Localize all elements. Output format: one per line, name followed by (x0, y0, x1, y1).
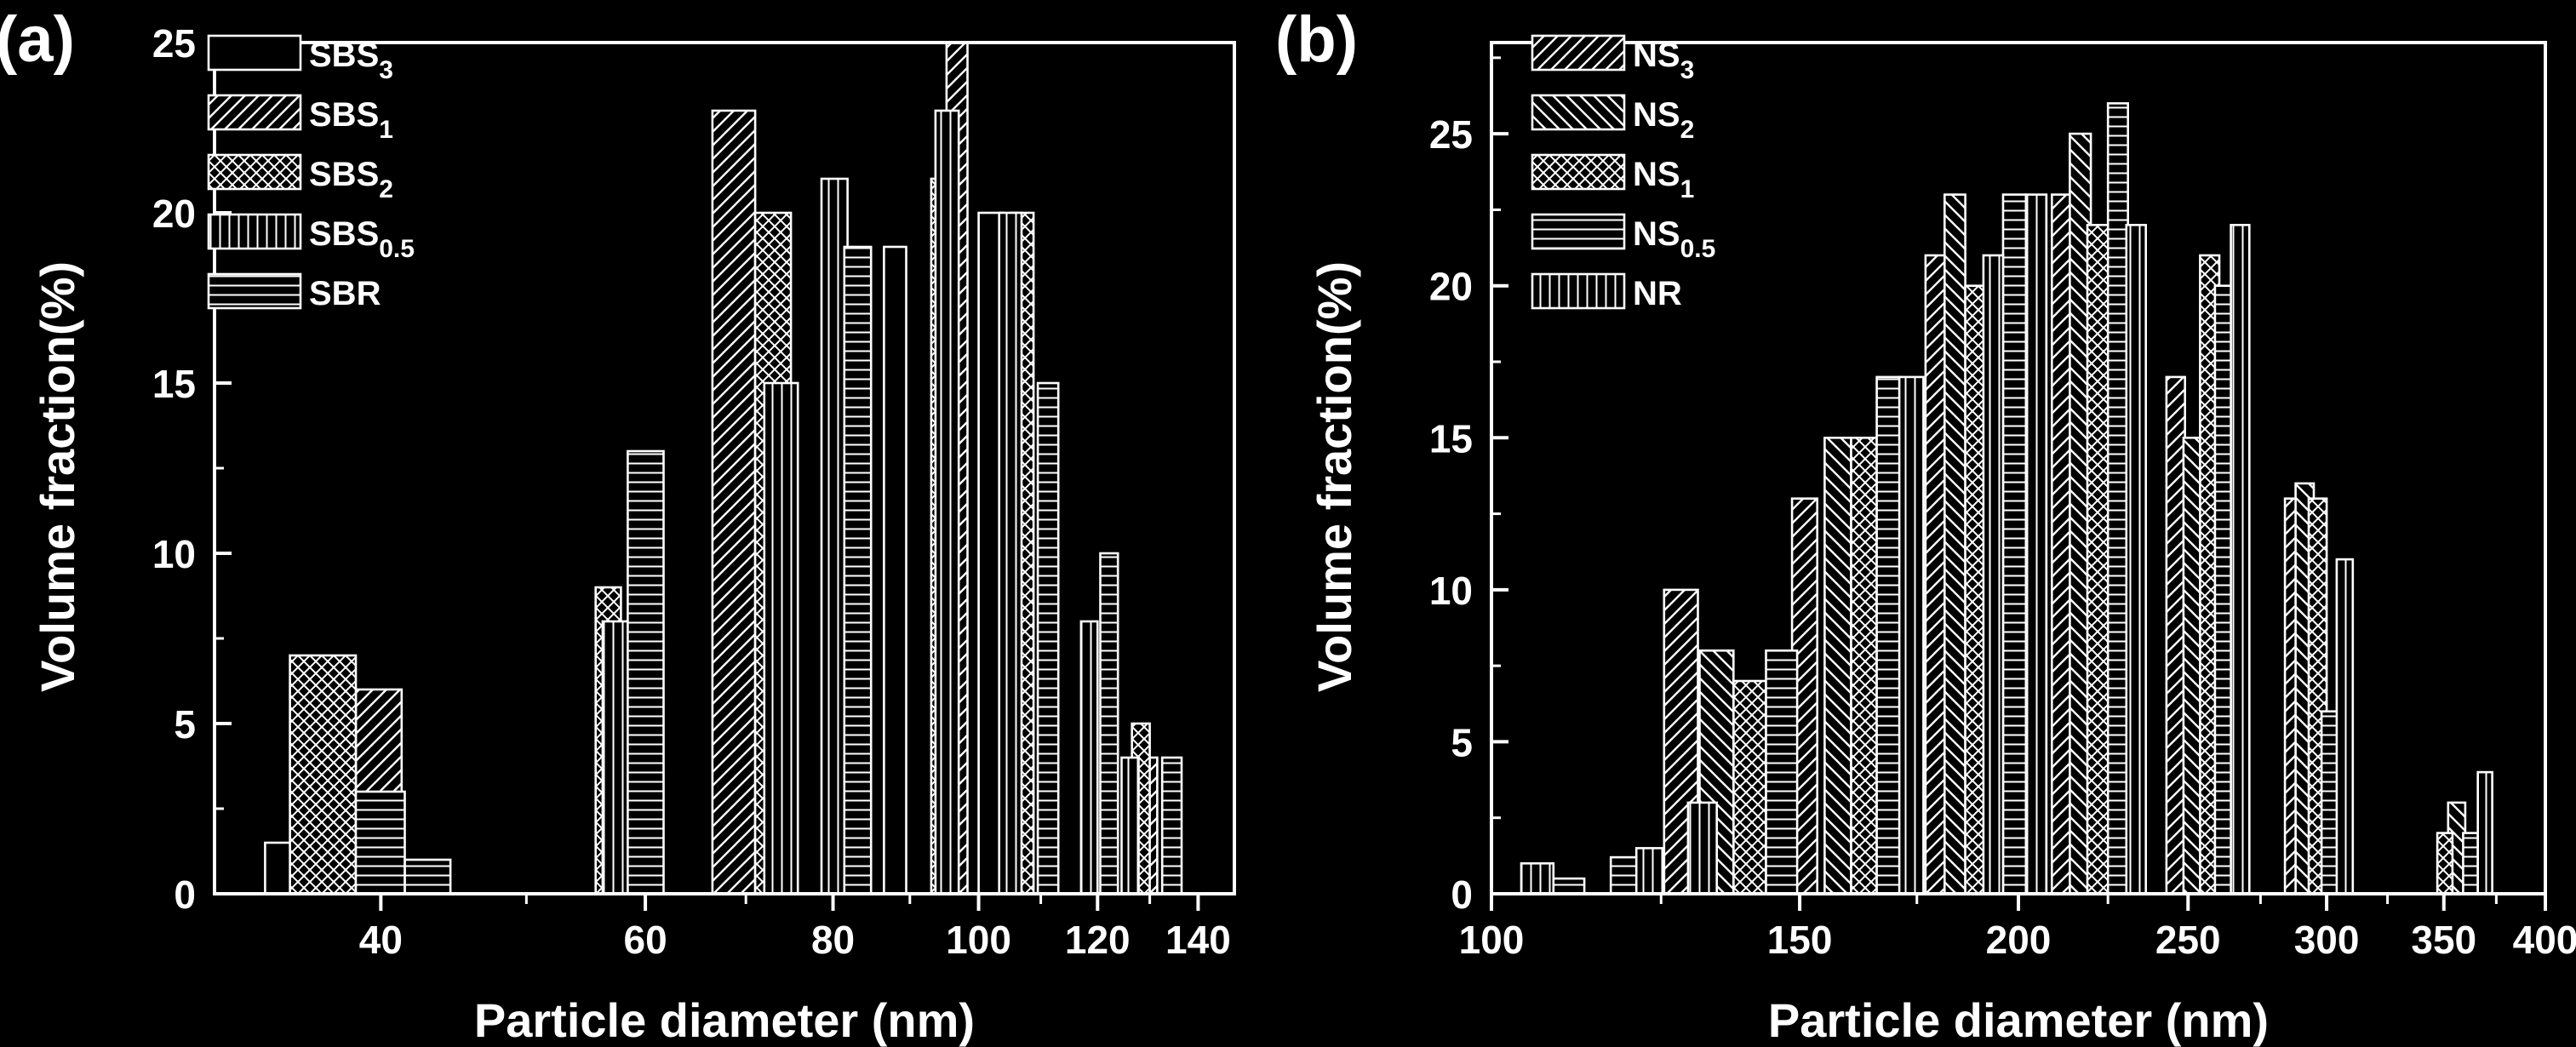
legend-swatch (207, 213, 302, 250)
x-tick-label: 120 (1065, 918, 1131, 962)
legend-entry: NS1 (1633, 156, 1694, 203)
x-tick-label: 250 (2155, 918, 2221, 962)
bar-sbs0_5-5 (1079, 620, 1099, 895)
x-tick-label: 140 (1165, 918, 1231, 962)
bar-ns3-2 (1924, 254, 1949, 895)
bar-nr-4 (1982, 254, 2005, 895)
panel-b: 0 5 10 15 20 25 100 150 200 250 300 350 400 Particle … (1275, 3, 2576, 1047)
y-axis-label: Volume fraction(%) (1308, 261, 1361, 692)
panel-label: (b) (1275, 3, 1358, 76)
x-axis-label: Particle diameter (nm) (474, 993, 975, 1047)
y-tick-label: 0 (1451, 872, 1473, 917)
bar-ns1-0 (1732, 679, 1767, 895)
legend-swatch (207, 153, 302, 191)
legend-entry: SBS2 (309, 156, 393, 203)
legend-swatch (207, 34, 302, 72)
y-tick-label: 5 (174, 702, 196, 747)
legend: NS3 NS2 NS1 NS0.5 NR (1531, 34, 1715, 312)
bar-sbr-4 (1036, 381, 1060, 895)
bar-sbs3-1 (883, 245, 907, 895)
legend-entry: NS3 (1633, 37, 1694, 84)
x-tick-label: 300 (2294, 918, 2360, 962)
legend-entry: NS2 (1633, 96, 1694, 144)
bar-nr-1 (1634, 847, 1666, 895)
legend-swatch (207, 272, 302, 310)
bar-sbs0_5-6 (1120, 756, 1140, 895)
legend-swatch (1531, 94, 1626, 131)
bar-ns0_5-5 (2106, 102, 2129, 895)
bars-group (264, 41, 1183, 895)
legend-entry: SBS3 (309, 37, 393, 84)
bar-nr-8 (2335, 558, 2355, 895)
legend-swatch (1531, 213, 1626, 250)
y-tick-label: 15 (1429, 416, 1473, 461)
x-tick-label: 400 (2513, 918, 2576, 962)
bar-ns0_5-7 (2320, 710, 2339, 895)
x-axis-label: Particle diameter (nm) (1768, 993, 2269, 1047)
bar-sbr-1 (404, 858, 452, 895)
x-tick-label: 100 (946, 918, 1011, 962)
y-tick-label: 25 (1429, 112, 1473, 157)
y-tick-label: 10 (152, 532, 196, 576)
bar-ns0_5-0 (1548, 877, 1586, 895)
bar-sbr-6 (1160, 756, 1183, 895)
panel-a: 0 5 10 15 20 25 40 60 80 100 120 140 Particle diamet… (0, 3, 1236, 1047)
bar-sbs0_5-3 (934, 109, 960, 895)
y-tick-label: 20 (152, 192, 196, 236)
y-tick-label: 5 (1451, 720, 1473, 764)
bar-sbr-3 (843, 245, 873, 895)
bar-ns1-6 (2436, 832, 2454, 895)
y-tick-label: 10 (1429, 569, 1473, 613)
bar-nr-6 (2125, 223, 2148, 895)
bar-sbs1-1 (711, 109, 757, 895)
x-tick-label: 150 (1767, 918, 1833, 962)
y-tick-label: 0 (174, 872, 196, 917)
bar-nr-5 (2024, 193, 2048, 895)
y-tick-label: 25 (152, 21, 196, 66)
x-tick-label: 80 (811, 918, 855, 962)
bar-nr-0 (1520, 861, 1555, 895)
panel-label: (a) (0, 3, 75, 76)
y-axis-label: Volume fraction(%) (31, 261, 84, 692)
bar-sbr-5 (1099, 552, 1119, 895)
bar-ns0_5-2 (1765, 649, 1799, 895)
bar-sbs2-0 (289, 654, 358, 895)
bar-ns0_5-3 (1875, 375, 1903, 895)
legend-entry: SBR (309, 275, 381, 312)
y-tick-label: 15 (152, 362, 196, 406)
bar-ns2-2 (1943, 193, 1966, 895)
x-tick-label: 100 (1459, 918, 1525, 962)
bar-sbr-0 (354, 790, 406, 895)
legend-entry: SBS1 (309, 96, 393, 144)
x-tick-label: 350 (2411, 918, 2476, 962)
legend-swatch (1531, 153, 1626, 191)
x-tick-label: 200 (1986, 918, 2052, 962)
bar-ns1-3 (2086, 223, 2111, 895)
legend-swatch (1531, 34, 1626, 72)
bar-sbr-2 (627, 449, 665, 895)
x-tick-label: 40 (359, 918, 403, 962)
x-tick-label: 60 (623, 918, 667, 962)
legend-entry: SBS0.5 (309, 215, 415, 263)
legend: SBS3 SBS1 SBS2 SBS0.5 SBR (207, 34, 415, 312)
bar-ns3-4 (2165, 375, 2186, 895)
bar-ns1-1 (1850, 436, 1878, 895)
bar-nr-2 (1686, 801, 1719, 895)
legend-swatch (1531, 272, 1626, 310)
bar-nr-7 (2230, 223, 2251, 895)
bar-sbs0_5-4 (998, 211, 1023, 895)
legend-swatch (207, 94, 302, 131)
bar-ns2-1 (1823, 436, 1852, 895)
legend-entry: NR (1633, 275, 1682, 312)
y-tick-label: 20 (1429, 265, 1473, 309)
bar-nr-9 (2476, 770, 2493, 895)
bar-ns0_5-4 (2001, 193, 2028, 895)
bars-group (1520, 102, 2493, 895)
bar-sbs0_5-1 (763, 381, 799, 895)
legend-entry: NS0.5 (1633, 215, 1715, 263)
bar-nr-3 (1898, 375, 1925, 895)
bar-ns0_5-8 (2462, 832, 2479, 895)
